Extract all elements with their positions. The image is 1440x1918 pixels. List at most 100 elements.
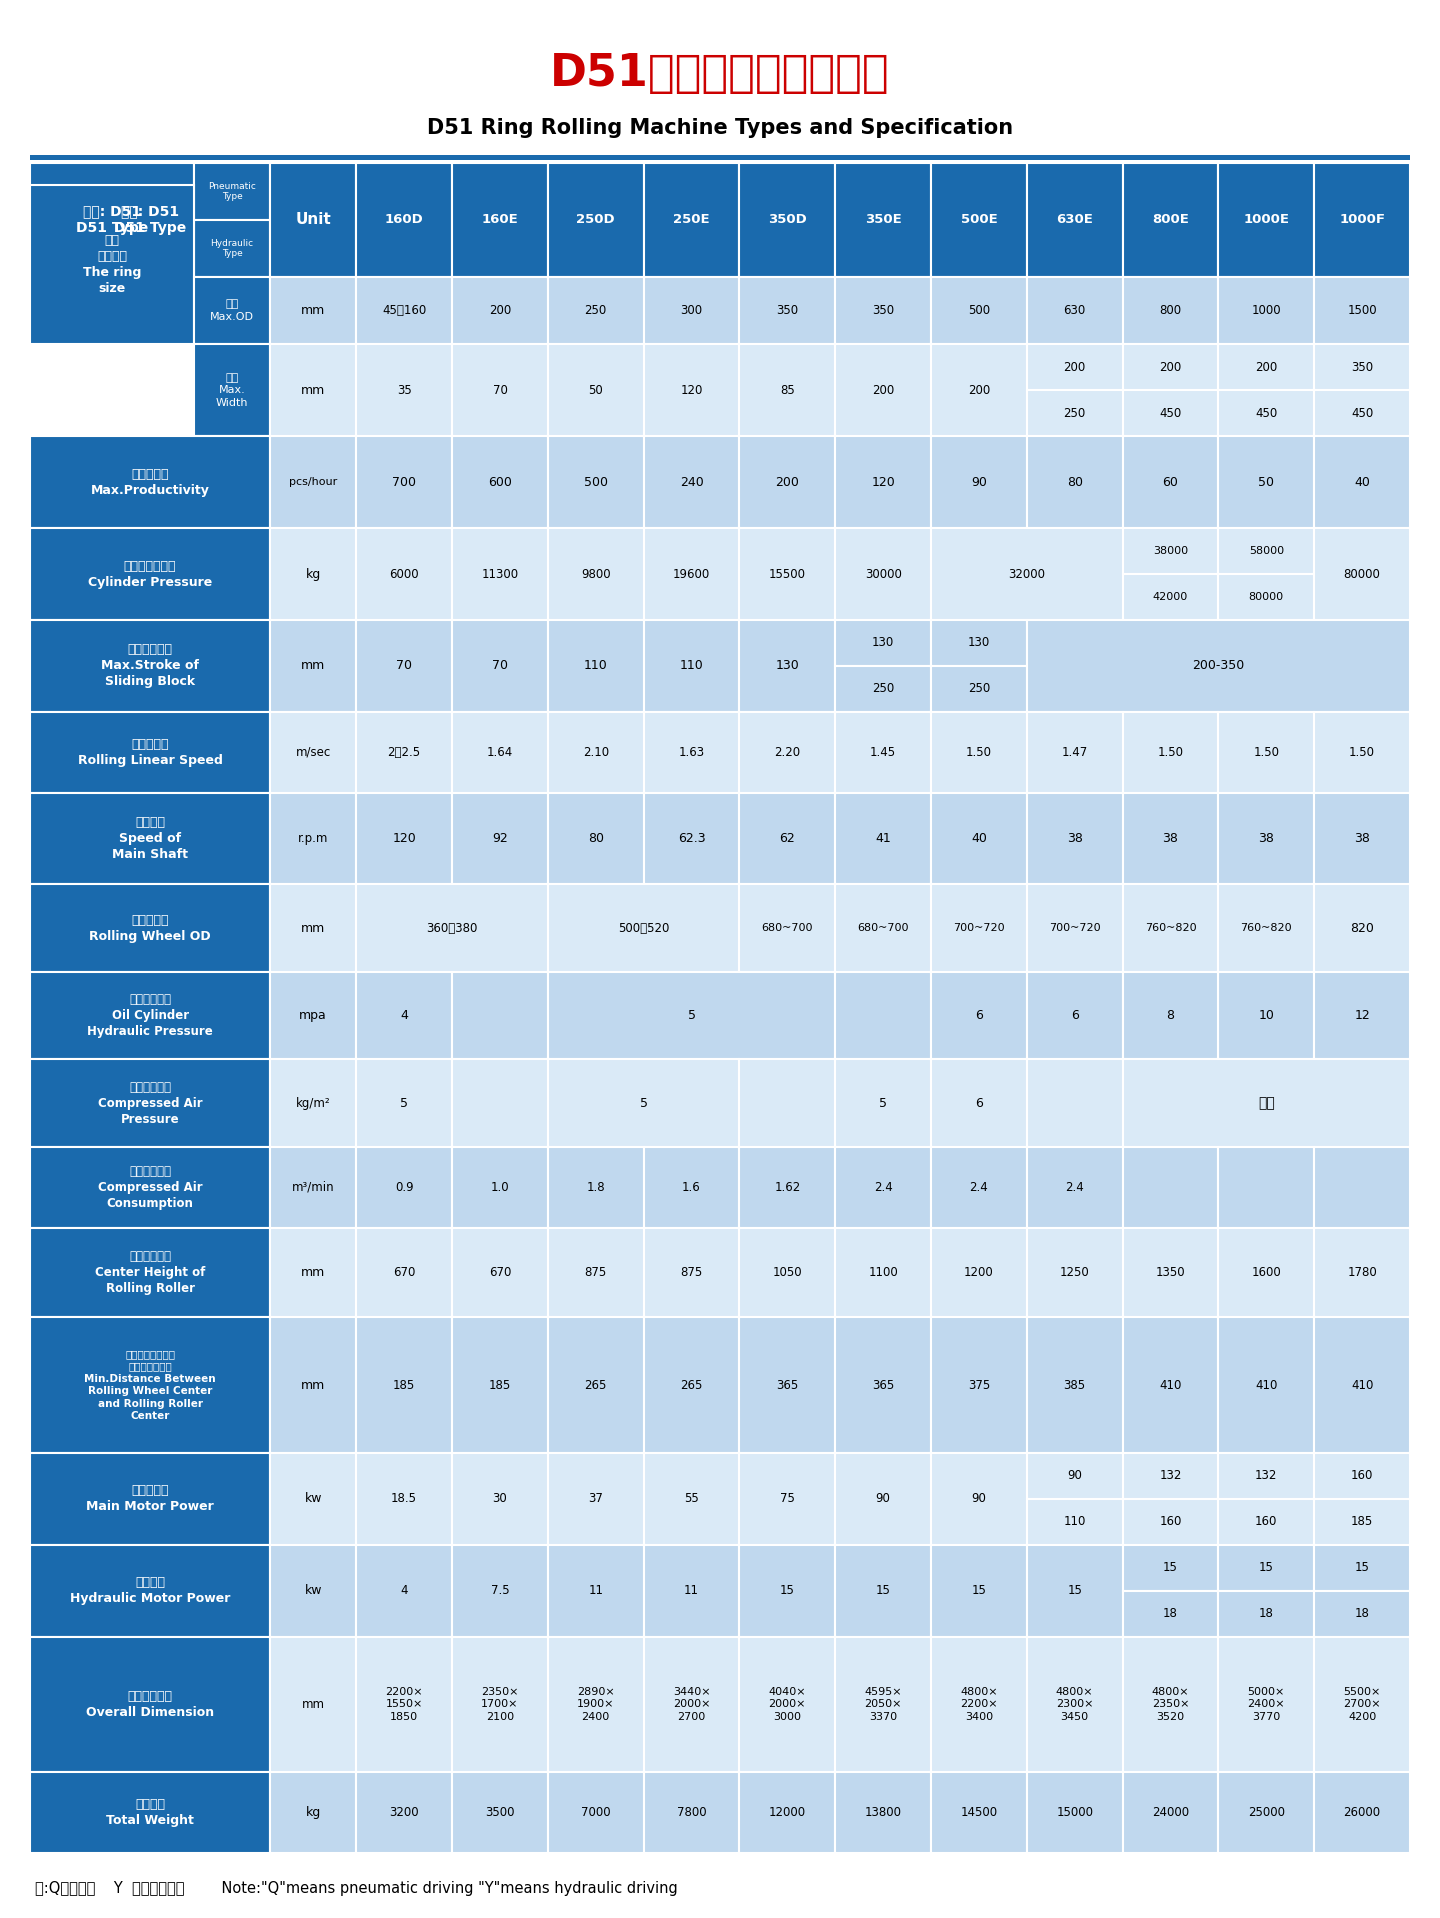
Bar [932,345,1027,435]
Text: 200: 200 [1159,361,1182,374]
Bar [1315,345,1410,391]
Bar [1315,1318,1410,1454]
Bar [547,345,644,435]
Text: 350E: 350E [865,213,901,226]
Bar [30,184,194,345]
Text: 110: 110 [1064,1515,1086,1529]
Bar [1123,884,1218,972]
Bar [452,1228,547,1318]
Bar [835,1228,932,1318]
Text: 11300: 11300 [481,568,518,581]
Text: 1000E: 1000E [1243,213,1289,226]
Text: 14500: 14500 [960,1807,998,1818]
Text: 18: 18 [1164,1607,1178,1621]
Bar [271,276,356,345]
Text: kw: kw [304,1584,323,1598]
Text: 700~720: 700~720 [1048,923,1100,934]
Bar [452,1636,547,1772]
Text: 1.45: 1.45 [870,746,896,760]
Bar [356,163,452,276]
Text: 3500: 3500 [485,1807,514,1818]
Text: 410: 410 [1256,1379,1277,1392]
Bar [1315,276,1410,345]
Bar [547,792,644,884]
Text: 200: 200 [1256,361,1277,374]
Text: mm: mm [301,1379,325,1392]
Bar [1027,435,1123,527]
Bar [932,884,1027,972]
Text: kw: kw [304,1492,323,1506]
Text: 2.4: 2.4 [874,1181,893,1193]
Bar [932,666,1027,712]
Bar [835,1059,932,1147]
Bar [1027,276,1123,345]
Text: 4800×
2300×
3450: 4800× 2300× 3450 [1056,1688,1093,1722]
Bar [547,435,644,527]
Bar [1123,1590,1218,1636]
Bar [932,712,1027,792]
Text: Unit: Unit [295,213,331,228]
Text: 2～2.5: 2～2.5 [387,746,420,760]
Text: 80: 80 [1067,476,1083,489]
Text: D51型辊环机型号及规格: D51型辊环机型号及规格 [550,52,890,94]
Text: 15: 15 [1164,1561,1178,1575]
Text: kg: kg [305,568,321,581]
Bar [1218,276,1315,345]
Text: 265: 265 [585,1379,606,1392]
Text: 2350×
1700×
2100: 2350× 1700× 2100 [481,1688,518,1722]
Bar [644,792,739,884]
Bar [1218,163,1315,276]
Text: 油缸液压压力
Oil Cylinder
Hydraulic Pressure: 油缸液压压力 Oil Cylinder Hydraulic Pressure [88,994,213,1038]
Bar [1123,435,1218,527]
Text: 132: 132 [1159,1469,1182,1483]
Bar [1123,276,1218,345]
Bar [452,792,547,884]
Bar [356,1772,452,1853]
Text: 800E: 800E [1152,213,1189,226]
Text: m/sec: m/sec [295,746,331,760]
Text: Pneumatic
Type: Pneumatic Type [207,182,256,201]
Bar [739,620,835,712]
Bar [1315,712,1410,792]
Bar [739,1544,835,1636]
Bar [835,276,932,345]
Text: 250: 250 [1064,407,1086,420]
Text: 1.50: 1.50 [1253,746,1279,760]
Bar [835,1772,932,1853]
Text: 385: 385 [1064,1379,1086,1392]
Text: 670: 670 [488,1266,511,1279]
Bar [1123,163,1218,276]
Text: 300: 300 [681,305,703,316]
Bar [835,1636,932,1772]
Text: 360～380: 360～380 [426,923,478,934]
Bar [835,163,932,276]
Text: 250: 250 [968,683,991,696]
Bar [452,163,547,276]
Bar [30,972,271,1059]
Text: 820: 820 [1351,923,1374,934]
Text: 350: 350 [1351,361,1374,374]
Text: 41: 41 [876,832,891,846]
Bar [932,435,1027,527]
Text: 120: 120 [392,832,416,846]
Bar [356,1228,452,1318]
Text: 25000: 25000 [1248,1807,1284,1818]
Bar [547,884,739,972]
Text: 1.62: 1.62 [775,1181,801,1193]
Bar [1315,1498,1410,1544]
Text: 200: 200 [1064,361,1086,374]
Text: 13800: 13800 [864,1807,901,1818]
Text: 680~700: 680~700 [857,923,909,934]
Bar [1123,1772,1218,1853]
Text: 365: 365 [776,1379,798,1392]
Bar [644,435,739,527]
Bar [1218,527,1315,573]
Text: 1350: 1350 [1156,1266,1185,1279]
Text: 滑块最大行程
Max.Stroke of
Sliding Block: 滑块最大行程 Max.Stroke of Sliding Block [101,643,199,689]
Bar [644,1454,739,1544]
Bar [194,276,271,345]
Text: 410: 410 [1159,1379,1182,1392]
Text: 40: 40 [1354,476,1369,489]
Text: 1000F: 1000F [1339,213,1385,226]
Text: 35: 35 [397,384,412,397]
